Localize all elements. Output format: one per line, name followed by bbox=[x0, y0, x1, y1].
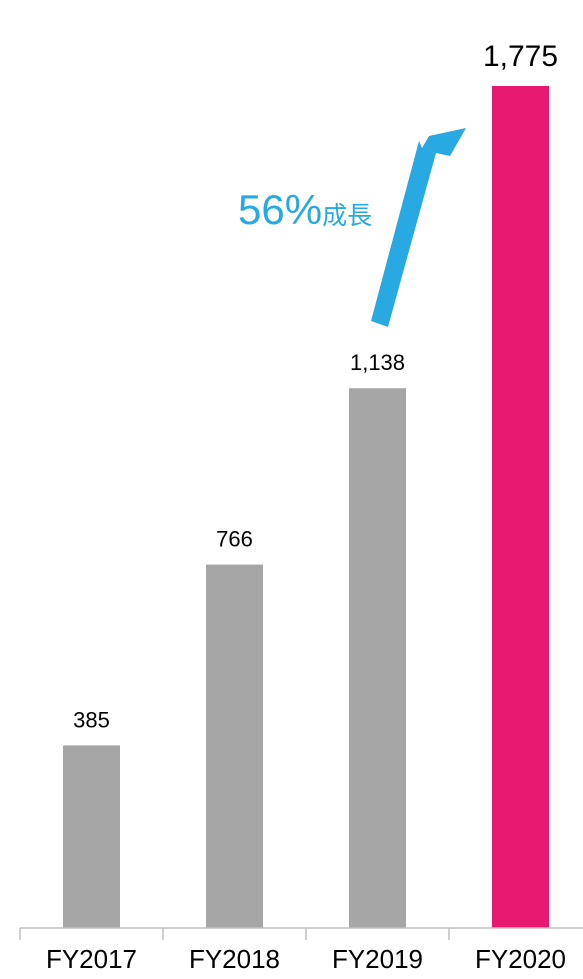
value-label: 1,138 bbox=[350, 350, 405, 375]
growth-label: 56%成長 bbox=[238, 186, 372, 233]
category-label: FY2020 bbox=[475, 944, 566, 974]
growth-percent: 56% bbox=[238, 186, 322, 233]
growth-arrow-icon bbox=[371, 128, 466, 327]
category-label: FY2018 bbox=[189, 944, 280, 974]
value-label: 385 bbox=[73, 707, 110, 732]
bar-fy2017 bbox=[63, 745, 120, 928]
category-label: FY2017 bbox=[46, 944, 137, 974]
value-label: 766 bbox=[216, 527, 253, 552]
bar-fy2019 bbox=[349, 388, 406, 928]
bar-fy2018 bbox=[206, 565, 263, 928]
growth-annotation: 56%成長 bbox=[238, 128, 466, 327]
bar-fy2020 bbox=[492, 86, 549, 928]
growth-suffix: 成長 bbox=[322, 201, 372, 230]
category-label: FY2019 bbox=[332, 944, 423, 974]
value-label: 1,775 bbox=[483, 40, 558, 73]
